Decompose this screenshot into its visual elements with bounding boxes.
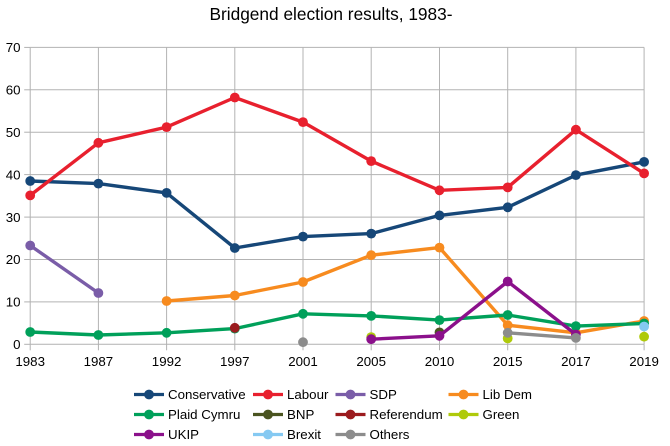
svg-text:2001: 2001 [288, 354, 318, 369]
svg-text:Conservative: Conservative [168, 387, 246, 402]
svg-text:1987: 1987 [84, 354, 114, 369]
svg-text:0: 0 [13, 337, 20, 352]
svg-text:70: 70 [6, 40, 21, 55]
svg-text:Plaid Cymru: Plaid Cymru [168, 407, 240, 422]
svg-text:30: 30 [6, 210, 21, 225]
svg-text:Lib Dem: Lib Dem [483, 387, 533, 402]
svg-text:50: 50 [6, 125, 21, 140]
svg-text:2005: 2005 [356, 354, 386, 369]
svg-text:2019: 2019 [629, 354, 659, 369]
svg-text:Labour: Labour [287, 387, 329, 402]
svg-text:Bridgend election results, 198: Bridgend election results, 1983- [209, 4, 452, 24]
svg-text:SDP: SDP [370, 387, 397, 402]
svg-text:1997: 1997 [220, 354, 250, 369]
svg-text:BNP: BNP [287, 407, 314, 422]
svg-text:60: 60 [6, 83, 21, 98]
svg-text:10: 10 [6, 295, 21, 310]
svg-text:Others: Others [370, 427, 410, 442]
svg-text:Referendum: Referendum [370, 407, 443, 422]
svg-text:Green: Green [483, 407, 520, 422]
svg-text:2015: 2015 [493, 354, 523, 369]
svg-text:2017: 2017 [561, 354, 591, 369]
svg-text:UKIP: UKIP [168, 427, 199, 442]
svg-text:20: 20 [6, 252, 21, 267]
svg-text:40: 40 [6, 167, 21, 182]
svg-text:2010: 2010 [425, 354, 455, 369]
svg-text:1992: 1992 [152, 354, 182, 369]
svg-text:1983: 1983 [15, 354, 45, 369]
svg-text:Brexit: Brexit [287, 427, 321, 442]
